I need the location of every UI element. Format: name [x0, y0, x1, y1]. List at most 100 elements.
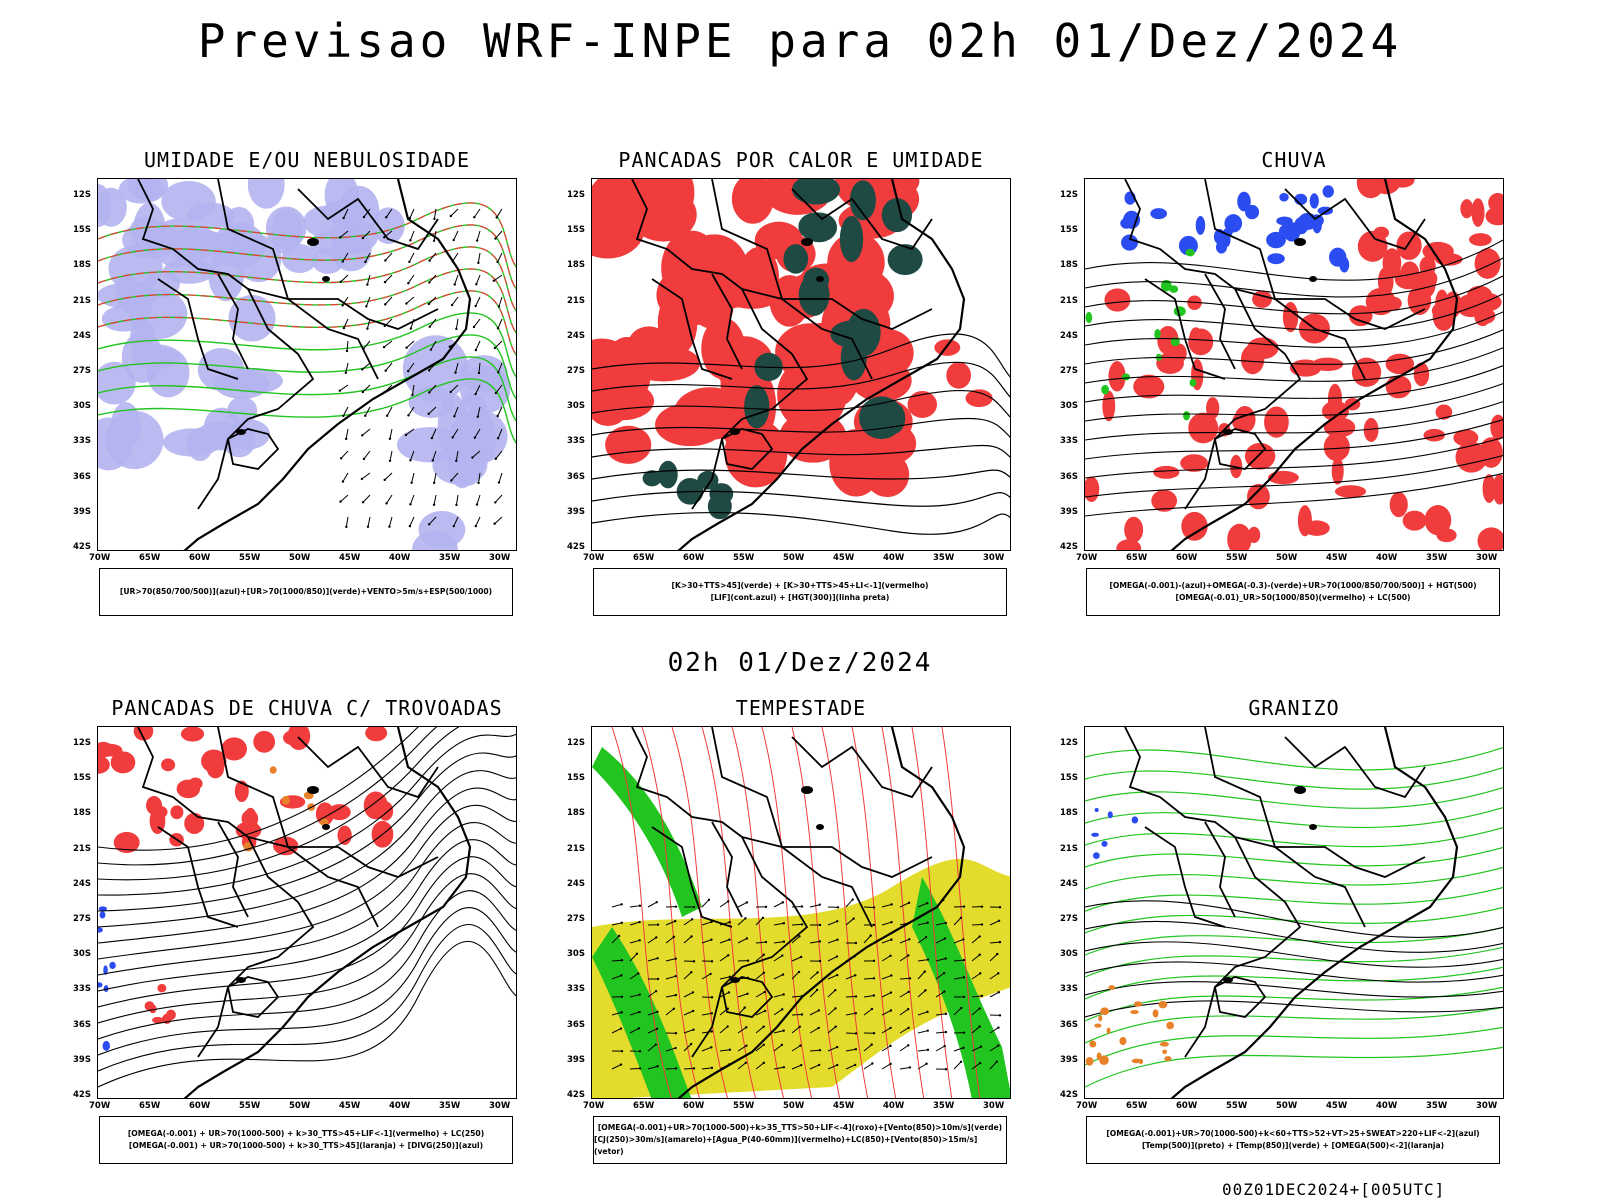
latitude-label: 21S: [1060, 295, 1078, 306]
longitude-label: 45W: [1326, 553, 1348, 563]
longitude-label: 55W: [1226, 1101, 1248, 1111]
longitude-label: 45W: [1326, 1101, 1348, 1111]
latitude-label: 27S: [1060, 914, 1078, 924]
latitude-label: 42S: [73, 1090, 91, 1100]
longitude-label: 40W: [389, 1101, 411, 1111]
panel-title-chuva: CHUVA: [1261, 148, 1327, 172]
longitude-label: 70W: [89, 553, 111, 563]
longitude-label: 70W: [1076, 1101, 1098, 1111]
latitude-label: 30S: [1060, 401, 1078, 412]
longitude-label: 55W: [239, 553, 261, 563]
latitude-label: 36S: [567, 1019, 585, 1030]
latitude-label: 36S: [1060, 1019, 1078, 1030]
longitude-label: 60W: [683, 553, 705, 563]
latitude-label: 39S: [1060, 506, 1078, 517]
latitude-label: 42S: [73, 542, 91, 552]
map-panel-pancadas-de-chuva-c-trovoadas: [97, 726, 517, 1099]
latitude-label: 39S: [73, 506, 91, 517]
legend-line: [CJ(250)>30m/s](amarelo)+[Agua_P(40-60mm…: [594, 1135, 978, 1156]
map-panel-granizo: [1084, 726, 1504, 1099]
latitude-label: 33S: [1060, 984, 1078, 995]
longitude-label: 65W: [1126, 1101, 1148, 1111]
longitude-label: 70W: [583, 553, 605, 563]
legend-line: [OMEGA(-0.001)-(azul)+OMEGA(-0.3)-(verde…: [1109, 581, 1477, 590]
longitude-label: 45W: [833, 553, 855, 563]
legend-chuva: [OMEGA(-0.001)-(azul)+OMEGA(-0.3)-(verde…: [1086, 568, 1500, 616]
longitude-label: 65W: [633, 1101, 655, 1111]
panel-title-pancadas-por-calor-e-umidade: PANCADAS POR CALOR E UMIDADE: [618, 148, 984, 172]
latitude-label: 36S: [73, 471, 91, 482]
latitude-label: 30S: [567, 401, 585, 412]
latitude-label: 33S: [567, 984, 585, 995]
legend-line: [OMEGA(-0.001) + UR>70(1000-500) + k>30_…: [128, 1141, 484, 1150]
latitude-label: 21S: [73, 295, 91, 306]
longitude-label: 40W: [1376, 1101, 1398, 1111]
latitude-label: 21S: [567, 295, 585, 306]
longitude-label: 50W: [289, 1101, 311, 1111]
longitude-label: 65W: [633, 553, 655, 563]
map-panel-tempestade: [591, 726, 1011, 1099]
legend-granizo: [OMEGA(-0.001)+UR>70(1000-500)+k<60+TTS>…: [1086, 1116, 1500, 1164]
latitude-label: 21S: [567, 843, 585, 854]
longitude-label: 45W: [339, 553, 361, 563]
longitude-label: 50W: [289, 553, 311, 563]
latitude-label: 33S: [73, 984, 91, 995]
longitude-label: 60W: [1176, 553, 1198, 563]
panel-title-granizo: GRANIZO: [1248, 696, 1340, 720]
latitude-label: 21S: [73, 843, 91, 854]
latitude-label: 27S: [73, 366, 91, 376]
panel-title-umidade-e-ou-nebulosidade: UMIDADE E/OU NEBULOSIDADE: [143, 148, 471, 172]
latitude-label: 39S: [73, 1054, 91, 1065]
latitude-label: 36S: [73, 1019, 91, 1030]
latitude-label: 27S: [1060, 366, 1078, 376]
legend-line: [OMEGA(-0.01)_UR>50(1000/850)(vermelho) …: [1175, 593, 1411, 602]
longitude-label: 70W: [1076, 553, 1098, 563]
latitude-label: 30S: [567, 949, 585, 960]
latitude-label: 33S: [567, 436, 585, 447]
longitude-label: 55W: [733, 1101, 755, 1111]
longitude-label: 45W: [833, 1101, 855, 1111]
legend-line: [UR>70(850/700/500)](azul)+[UR>70(1000/8…: [119, 587, 493, 596]
longitude-label: 60W: [683, 1101, 705, 1111]
longitude-label: 30W: [1476, 1101, 1498, 1111]
latitude-label: 24S: [73, 330, 91, 341]
longitude-label: 35W: [933, 1101, 955, 1111]
longitude-label: 55W: [239, 1101, 261, 1111]
longitude-label: 30W: [489, 1101, 511, 1111]
panel-title-tempestade: TEMPESTADE: [735, 696, 867, 720]
legend-line: [OMEGA(-0.001)+UR>70(1000-500)+k>35_TTS>…: [597, 1123, 1003, 1132]
latitude-label: 42S: [567, 542, 585, 552]
legend-umidade-e-ou-nebulosidade: [UR>70(850/700/500)](azul)+[UR>70(1000/8…: [99, 568, 513, 616]
run-footer: 00Z01DEC2024+[005UTC]: [1222, 1180, 1446, 1199]
latitude-label: 24S: [1060, 878, 1078, 889]
legend-tempestade: [OMEGA(-0.001)+UR>70(1000-500)+k>35_TTS>…: [593, 1116, 1007, 1164]
forecast-datetime: 02h 01/Dez/2024: [667, 648, 933, 678]
legend-line: [OMEGA(-0.001) + UR>70(1000-500) + k>30_…: [127, 1129, 485, 1138]
longitude-label: 30W: [983, 553, 1005, 563]
latitude-label: 30S: [73, 401, 91, 412]
longitude-label: 50W: [1276, 1101, 1298, 1111]
panel-title-pancadas-de-chuva-c-trovoadas: PANCADAS DE CHUVA C/ TROVOADAS: [111, 696, 503, 720]
longitude-label: 60W: [189, 1101, 211, 1111]
longitude-label: 60W: [1176, 1101, 1198, 1111]
latitude-label: 15S: [1060, 773, 1078, 784]
longitude-label: 60W: [189, 553, 211, 563]
latitude-label: 42S: [1060, 1090, 1078, 1100]
latitude-label: 30S: [73, 949, 91, 960]
latitude-label: 39S: [1060, 1054, 1078, 1065]
latitude-label: 18S: [73, 260, 91, 271]
legend-line: [K>30+TTS>45](verde) + [K>30+TTS>45+LI<-…: [671, 581, 929, 590]
longitude-label: 50W: [783, 1101, 805, 1111]
longitude-label: 45W: [339, 1101, 361, 1111]
longitude-label: 40W: [883, 553, 905, 563]
longitude-label: 40W: [883, 1101, 905, 1111]
longitude-label: 70W: [89, 1101, 111, 1111]
latitude-label: 12S: [567, 738, 585, 748]
latitude-label: 18S: [1060, 808, 1078, 819]
longitude-label: 55W: [733, 553, 755, 563]
latitude-label: 36S: [567, 471, 585, 482]
latitude-label: 39S: [567, 506, 585, 517]
longitude-label: 35W: [933, 553, 955, 563]
legend-pancadas-de-chuva-c-trovoadas: [OMEGA(-0.001) + UR>70(1000-500) + k>30_…: [99, 1116, 513, 1164]
latitude-label: 24S: [73, 878, 91, 889]
